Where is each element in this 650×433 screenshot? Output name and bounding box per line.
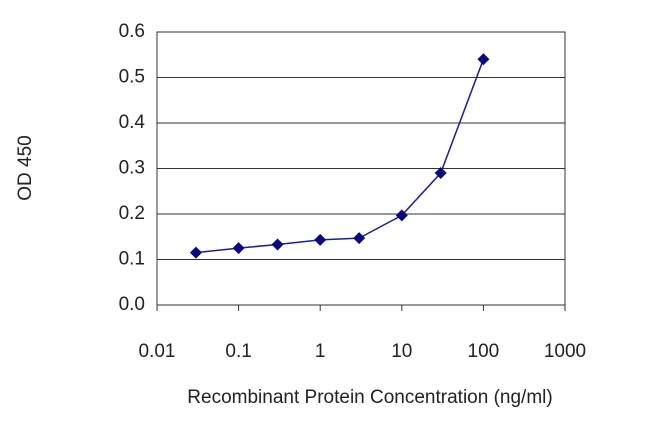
data-point	[271, 238, 284, 251]
y-tick-label: 0.3	[119, 158, 145, 179]
data-point	[477, 53, 490, 66]
y-tick-label: 0.5	[119, 67, 145, 88]
data-point	[314, 233, 327, 246]
series-line	[195, 59, 485, 254]
y-axis-label: OD 450	[15, 135, 36, 200]
x-axis-label: Recombinant Protein Concentration (ng/ml…	[187, 387, 552, 408]
y-tick-label: 0.2	[119, 203, 145, 224]
data-point	[434, 167, 447, 180]
data-point	[353, 232, 366, 245]
x-tick-label: 1000	[544, 341, 586, 362]
x-tick-label: 0.01	[139, 341, 176, 362]
x-tick-label: 1	[315, 341, 326, 362]
y-tick-label: 0.6	[119, 21, 145, 42]
y-tick-label: 0.0	[119, 294, 145, 315]
x-tick-label: 10	[391, 341, 412, 362]
data-point	[395, 209, 408, 222]
data-point	[189, 246, 202, 259]
y-tick-label: 0.4	[119, 112, 146, 133]
x-tick-label: 100	[468, 341, 500, 362]
data-point	[232, 242, 245, 255]
x-tick-label: 0.1	[225, 341, 251, 362]
y-tick-label: 0.1	[119, 249, 145, 270]
